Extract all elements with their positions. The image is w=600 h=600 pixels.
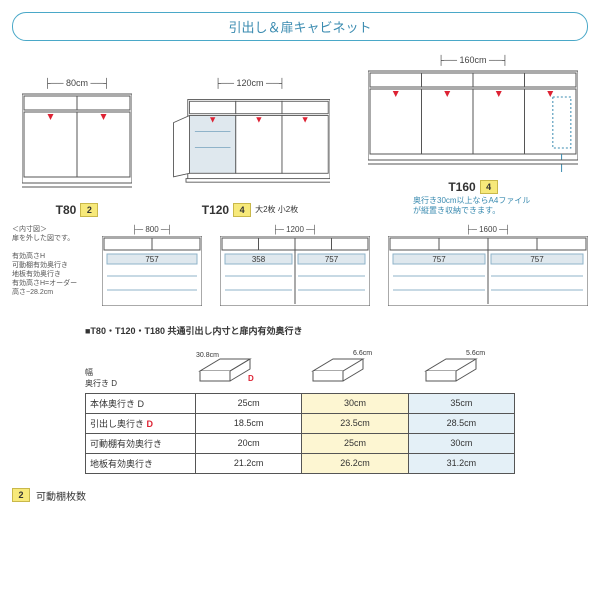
svg-text:757: 757 (145, 255, 159, 264)
note-l4: 地板有効奥行き (12, 270, 84, 279)
spec-title: ■T80・T120・T180 共通引出し内寸と扉内有効奥行き (85, 324, 515, 337)
mini-drawer-3: 5.6cm (408, 341, 515, 389)
shelf-badge: 2 (80, 203, 98, 217)
model-name: T80 (56, 203, 77, 217)
width-label: ├── 120cm ──┤ (215, 78, 285, 88)
spec-table: 本体奥行き D25cm30cm35cm引出し奥行き D18.5cm23.5cm2… (85, 393, 515, 474)
shelf-sub: 大2枚 小2枚 (255, 204, 298, 215)
spec-row-label: 本体奥行き D (86, 393, 196, 413)
svg-text:757: 757 (432, 255, 446, 264)
svg-text:5.6cm: 5.6cm (466, 350, 485, 357)
spec-row: 地板有効奥行き21.2cm26.2cm31.2cm (86, 453, 515, 473)
interior-1600: ├─ 1600 ─┤ 757 757 (388, 225, 588, 306)
spec-cell: 30cm (302, 393, 408, 413)
spec-section: ■T80・T120・T180 共通引出し内寸と扉内有効奥行き 幅 奥行き D 3… (85, 324, 515, 474)
mini-drawer-1: 30.8cm D (181, 341, 288, 389)
interior-row: ＜内寸図＞ 扉を外した図です。 有効高さH 可動棚有効奥行き 地板有効奥行き 有… (12, 225, 588, 306)
svg-text:6.6cm: 6.6cm (353, 350, 372, 357)
interior-label: ＜内寸図＞ (12, 225, 84, 234)
legend-text: 可動棚枚数 (36, 488, 86, 503)
spec-row-label: 地板有効奥行き (86, 453, 196, 473)
spec-row: 可動棚有効奥行き20cm25cm30cm (86, 433, 515, 453)
spec-cell: 28.5cm (408, 413, 514, 433)
interior-sub: 扉を外した図です。 (12, 234, 84, 243)
spec-cell: 21.2cm (196, 453, 302, 473)
interior-left-notes: ＜内寸図＞ 扉を外した図です。 有効高さH 可動棚有効奥行き 地板有効奥行き 有… (12, 225, 84, 298)
spec-cell: 25cm (196, 393, 302, 413)
cabinet-row: ├── 80cm ──┤ T80 2 ├── 120cm ──┤ T120 4 … (12, 55, 588, 217)
spec-cell: 25cm (302, 433, 408, 453)
spec-cell: 20cm (196, 433, 302, 453)
legend: 2 可動棚枚数 (12, 488, 588, 503)
cabinet-t160: ├── 160cm ──┤ T160 4 奥行き30cm以上ならA4ファイルが縦… (368, 55, 578, 217)
note-l1: 有効高さH (12, 252, 84, 261)
spec-cell: 26.2cm (302, 453, 408, 473)
legend-badge: 2 (12, 488, 30, 502)
spec-row: 本体奥行き D25cm30cm35cm (86, 393, 515, 413)
section-title: 引出し＆扉キャビネット (12, 12, 588, 41)
spec-cell: 31.2cm (408, 453, 514, 473)
spec-h-w: 幅 (85, 367, 175, 378)
model-name: T160 (448, 180, 475, 194)
interior-width: ├─ 800 ─┤ (132, 225, 172, 234)
spec-row-label: 引出し奥行き D (86, 413, 196, 433)
width-label: ├── 80cm ──┤ (44, 78, 109, 88)
a4-note: 奥行き30cm以上ならA4ファイルが縦置き収納できます。 (413, 196, 533, 217)
interior-800: ├─ 800 ─┤ 757 (102, 225, 202, 306)
note-l2: 有効高さH=オーダー高さ−28.2cm (12, 279, 84, 297)
interior-width: ├─ 1200 ─┤ (273, 225, 318, 234)
model-name: T120 (202, 203, 229, 217)
spec-cell: 23.5cm (302, 413, 408, 433)
width-label: ├── 160cm ──┤ (438, 55, 508, 65)
cabinet-t80: ├── 80cm ──┤ T80 2 (22, 78, 132, 217)
cabinet-t120: ├── 120cm ──┤ T120 4 大2枚 小2枚 (170, 78, 330, 217)
spec-cell: 18.5cm (196, 413, 302, 433)
svg-text:358: 358 (252, 255, 266, 264)
svg-text:757: 757 (530, 255, 544, 264)
interior-1200: ├─ 1200 ─┤ 358 757 (220, 225, 370, 306)
spec-drawings: 幅 奥行き D 30.8cm D (85, 341, 515, 389)
svg-text:D: D (248, 374, 254, 383)
spec-h-d: 奥行き D (85, 379, 117, 388)
svg-text:30.8cm: 30.8cm (196, 352, 219, 359)
spec-cell: 35cm (408, 393, 514, 413)
shelf-badge: 4 (480, 180, 498, 194)
shelf-badge: 4 (233, 203, 251, 217)
interior-width: ├─ 1600 ─┤ (466, 225, 511, 234)
spec-cell: 30cm (408, 433, 514, 453)
spec-row-label: 可動棚有効奥行き (86, 433, 196, 453)
note-l3: 可動棚有効奥行き (12, 261, 84, 270)
mini-drawer-2: 6.6cm (294, 341, 401, 389)
svg-text:757: 757 (325, 255, 339, 264)
spec-row: 引出し奥行き D18.5cm23.5cm28.5cm (86, 413, 515, 433)
